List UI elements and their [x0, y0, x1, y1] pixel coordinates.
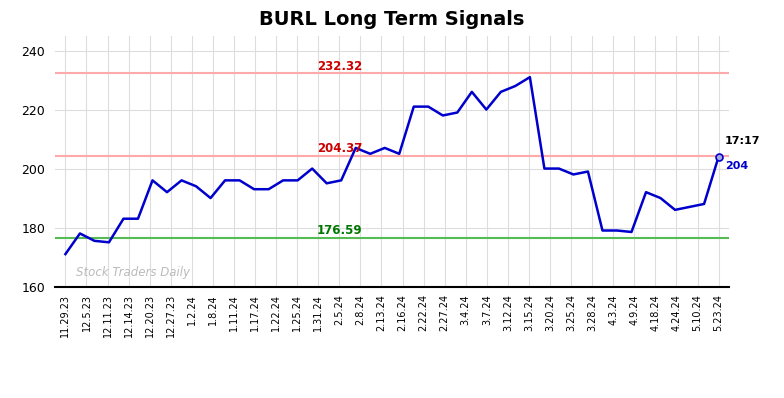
Title: BURL Long Term Signals: BURL Long Term Signals [260, 10, 524, 29]
Text: 232.32: 232.32 [317, 60, 362, 73]
Text: 176.59: 176.59 [317, 224, 362, 237]
Text: 204.37: 204.37 [317, 142, 362, 155]
Text: Stock Traders Daily: Stock Traders Daily [76, 266, 190, 279]
Text: 17:17: 17:17 [725, 137, 760, 146]
Text: 204: 204 [725, 161, 748, 171]
